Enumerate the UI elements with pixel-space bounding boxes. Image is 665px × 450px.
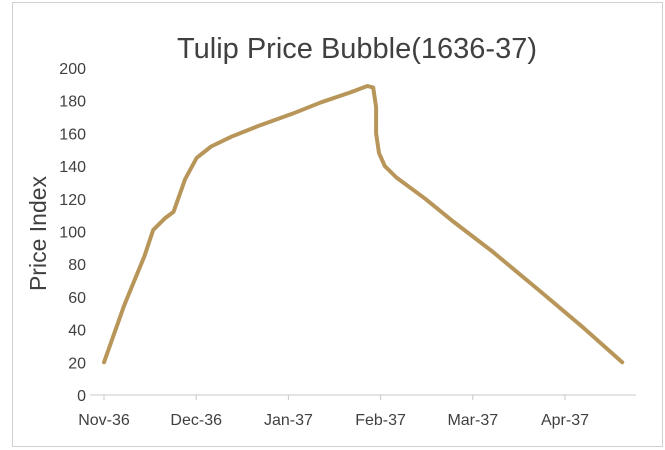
x-tick-label: Jan-37 <box>264 412 313 429</box>
series-line <box>102 84 625 365</box>
y-tick-label: 80 <box>68 257 86 274</box>
y-tick-label: 180 <box>59 94 86 111</box>
chart-title: Tulip Price Bubble(1636-37) <box>177 33 537 65</box>
y-tick-label: 100 <box>59 225 86 242</box>
y-tick-label: 160 <box>59 126 86 143</box>
y-axis-ticks: 0 20 40 60 80 100 120 140 160 180 200 <box>59 61 86 405</box>
x-tick-label: Apr-37 <box>541 412 589 429</box>
y-tick-label: 20 <box>68 355 86 372</box>
series-layer <box>102 84 625 365</box>
x-tick-label: Dec-36 <box>170 412 222 429</box>
x-axis-ticks: Nov-36 Dec-36 Jan-37 Feb-37 Mar-37 Apr-37 <box>78 395 589 429</box>
y-tick-label: 200 <box>59 61 86 78</box>
y-axis-label: Price Index <box>25 175 51 291</box>
chart-frame <box>12 2 663 447</box>
y-tick-label: 40 <box>68 323 86 340</box>
x-tick-label: Feb-37 <box>355 412 406 429</box>
y-tick-label: 120 <box>59 192 86 209</box>
y-tick-label: 0 <box>77 388 86 405</box>
y-tick-label: 140 <box>59 159 86 176</box>
y-tick-label: 60 <box>68 290 86 307</box>
x-tick-label: Mar-37 <box>447 412 498 429</box>
x-tick-label: Nov-36 <box>78 412 130 429</box>
